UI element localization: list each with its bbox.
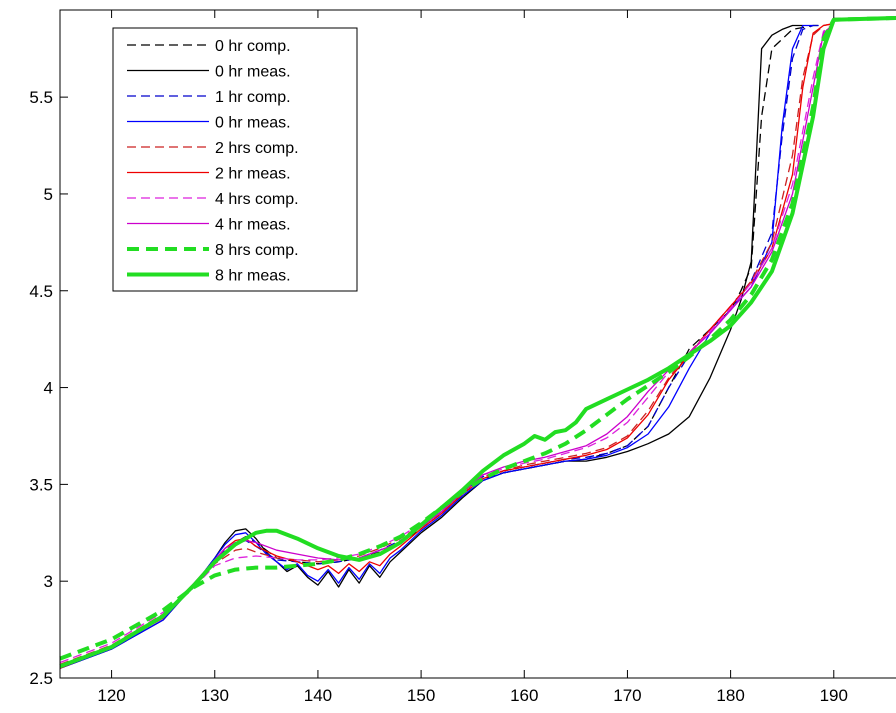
legend-label-4: 2 hrs comp. xyxy=(215,140,299,157)
series-line-8 xyxy=(59,15,896,661)
series-line-9 xyxy=(59,15,896,669)
x-tick-label-4: 160 xyxy=(510,686,538,705)
legend-label-1: 0 hr meas. xyxy=(215,64,291,81)
legend-label-7: 4 hr meas. xyxy=(215,217,291,234)
legend-label-5: 2 hr meas. xyxy=(215,166,291,183)
x-tick-label-6: 180 xyxy=(716,686,744,705)
x-tick-label-3: 150 xyxy=(407,686,435,705)
x-tick-label-2: 140 xyxy=(304,686,332,705)
legend-label-0: 0 hr comp. xyxy=(215,38,291,55)
legend-label-2: 1 hr comp. xyxy=(215,89,291,106)
y-tick-label-6: 5.5 xyxy=(29,88,53,107)
legend-label-6: 4 hrs comp. xyxy=(215,191,299,208)
x-tick-label-5: 170 xyxy=(613,686,641,705)
legend: 0 hr comp. 0 hr meas. 1 hr comp. 0 hr meas.… xyxy=(112,27,358,292)
legend-label-3: 0 hr meas. xyxy=(215,115,291,132)
axes-frame xyxy=(59,9,896,679)
y-tick-label-5: 5 xyxy=(44,185,53,204)
legend-label-9: 8 hr meas. xyxy=(215,268,291,285)
y-tick-label-1: 3 xyxy=(44,572,53,591)
x-tick-label-0: 120 xyxy=(97,686,125,705)
y-tick-label-2: 3.5 xyxy=(29,475,53,494)
axes-layer: 120 130 140 150 160 170 180 190 2.5 3 3.5 4 4.5 5 5.5 xyxy=(29,9,896,705)
series-layer xyxy=(59,15,896,669)
legend-label-8: 8 hrs comp. xyxy=(215,242,299,259)
y-tick-label-3: 4 xyxy=(44,379,53,398)
y-tick-label-4: 4.5 xyxy=(29,282,53,301)
y-tick-label-0: 2.5 xyxy=(29,669,53,688)
x-tick-label-1: 130 xyxy=(201,686,229,705)
x-tick-label-7: 190 xyxy=(820,686,848,705)
